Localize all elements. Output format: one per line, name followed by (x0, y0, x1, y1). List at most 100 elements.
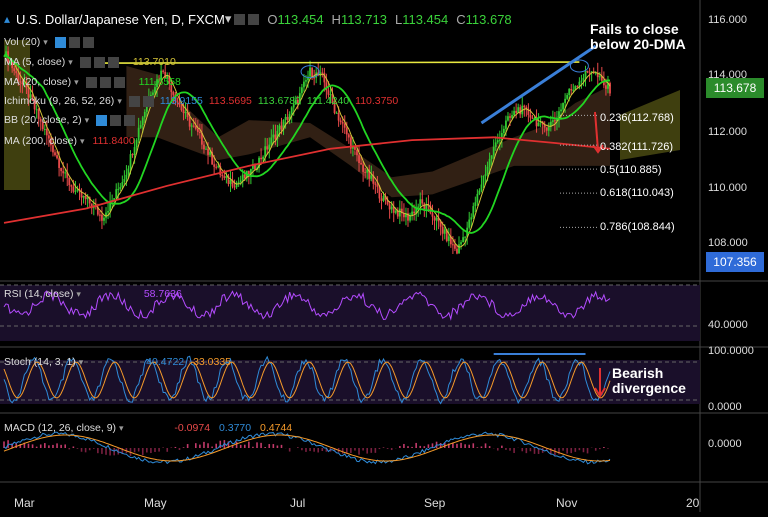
candle-body (378, 186, 381, 199)
chevron-down-icon[interactable]: ▾ (117, 95, 122, 106)
open-label: O (267, 11, 278, 27)
candle-body (494, 142, 497, 148)
x-tick-20: 20 (686, 496, 700, 510)
candle-body (201, 133, 203, 145)
candle-body (50, 138, 52, 146)
eye-icon[interactable] (79, 56, 91, 68)
candle-body (98, 214, 101, 216)
ma200-indicator[interactable]: MA (200, close) ▾ 111.8400 (4, 133, 135, 149)
candle-body (152, 92, 154, 95)
collapse-icon[interactable]: ▴ (4, 12, 11, 26)
candle-body (184, 112, 187, 114)
candle-body (298, 93, 301, 105)
settings-icon[interactable] (93, 56, 105, 68)
settings-icon[interactable] (99, 76, 111, 88)
candle-body (15, 71, 18, 74)
candle-body (313, 77, 316, 79)
settings-icon[interactable] (110, 114, 122, 126)
close-icon[interactable] (124, 114, 136, 126)
eye-icon[interactable] (85, 76, 97, 88)
eye-icon[interactable] (128, 95, 140, 107)
high-value: 113.713 (340, 11, 387, 27)
chevron-down-icon[interactable]: ▾ (78, 357, 84, 367)
candle-body (370, 175, 373, 179)
fib-label: 0.618(110.043) (600, 187, 674, 199)
candle-body (52, 145, 54, 153)
candle-body (447, 236, 450, 242)
visibility-icon[interactable] (248, 13, 260, 25)
close-icon[interactable] (113, 76, 125, 88)
candle-body (480, 184, 483, 191)
bearish-line1: Bearish (612, 365, 664, 381)
candle-body (268, 144, 271, 150)
eye-icon[interactable] (54, 36, 66, 48)
chevron-down-icon[interactable]: ▾ (74, 76, 79, 87)
eye-icon[interactable] (96, 114, 108, 126)
chevron-down-icon[interactable]: ▾ (43, 36, 48, 47)
chevron-down-icon[interactable]: ▾ (224, 11, 232, 26)
ma20-label: MA (20, close) (4, 76, 72, 88)
candle-body (360, 163, 362, 165)
candle-body (286, 116, 289, 120)
close-value: 113.678 (465, 11, 512, 27)
candle-body (325, 82, 328, 91)
stoch-legend[interactable]: Stoch (14, 3, 1) ▾ 40.4722 33.0335 (4, 356, 231, 368)
candle-body (372, 175, 375, 184)
symbol-title[interactable]: U.S. Dollar/Japanese Yen, D, FXCM (16, 11, 225, 27)
chevron-down-icon[interactable]: ▾ (118, 423, 124, 433)
macd-tick: 0.0000 (708, 438, 742, 450)
candle-body (209, 151, 211, 155)
candle-body (231, 180, 234, 187)
candle-body (347, 134, 350, 138)
candle-body (331, 94, 334, 104)
stoch-k-value: 40.4722 (146, 356, 185, 368)
candle-body (121, 182, 124, 188)
candle-body (354, 146, 356, 150)
candle-body (19, 81, 22, 83)
settings-icon[interactable] (234, 13, 246, 25)
settings-icon[interactable] (142, 95, 154, 107)
chevron-down-icon[interactable]: ▾ (84, 114, 90, 125)
candle-body (486, 166, 489, 175)
candle-body (131, 154, 134, 156)
candle-body (605, 85, 607, 89)
candle-body (560, 109, 562, 112)
candle-body (382, 196, 385, 201)
rsi-legend[interactable]: RSI (14, close) ▾ 58.7636 (4, 288, 182, 300)
candle-body (211, 151, 214, 165)
chevron-down-icon[interactable]: ▾ (76, 289, 81, 299)
chevron-down-icon[interactable]: ▾ (79, 135, 85, 146)
bb-indicator[interactable]: BB (20, close, 2) ▾ (4, 112, 136, 128)
settings-icon[interactable] (68, 36, 80, 48)
candle-body (388, 204, 391, 210)
ma20-indicator[interactable]: MA (20, close) ▾ 111.6558 (4, 74, 181, 90)
ichimoku-cloud-future (620, 90, 680, 160)
open-value: 113.454 (277, 11, 324, 27)
candle-body (496, 140, 499, 143)
candle-body (172, 91, 175, 95)
ichimoku-label: Ichimoku (9, 26, 52, 26) (4, 95, 115, 107)
close-icon[interactable] (107, 56, 119, 68)
candle-body (600, 76, 603, 81)
candle-body (454, 244, 456, 249)
candle-body (374, 183, 377, 185)
ichimoku-indicator[interactable]: Ichimoku (9, 26, 52, 26) ▾ 113.9155 113.5… (4, 93, 398, 109)
chevron-down-icon[interactable]: ▾ (68, 56, 73, 67)
vol-indicator[interactable]: Vol (20) ▾ (4, 34, 94, 50)
candle-body (113, 198, 116, 201)
candle-body (303, 81, 305, 88)
candle-body (207, 148, 209, 155)
candle-body (76, 189, 79, 191)
candle-body (125, 174, 128, 180)
candle-body (170, 83, 173, 92)
close-icon[interactable] (82, 36, 94, 48)
ma5-indicator[interactable]: MA (5, close) ▾ 113.7010 (4, 54, 176, 70)
candle-body (445, 229, 448, 242)
macd-signal-line (3, 434, 611, 462)
candle-body (58, 158, 60, 168)
candle-body (215, 166, 218, 168)
candle-body (451, 244, 454, 246)
low-value: 113.454 (402, 11, 449, 27)
macd-legend[interactable]: MACD (12, 26, close, 9) ▾ -0.0974 0.3770… (4, 422, 292, 434)
